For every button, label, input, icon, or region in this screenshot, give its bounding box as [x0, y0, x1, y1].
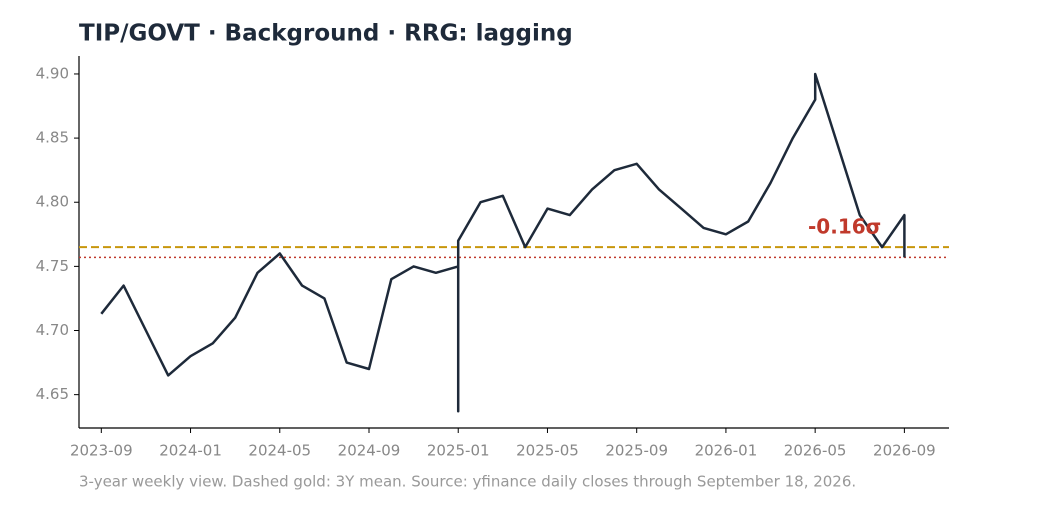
- x-tick-label: 2026-09: [873, 442, 936, 460]
- y-tick-label: 4.90: [36, 64, 69, 82]
- x-tick-label: 2024-05: [248, 442, 311, 460]
- x-tick-label: 2025-05: [516, 442, 579, 460]
- x-tick-label: 2025-09: [605, 442, 668, 460]
- y-tick-label: 4.85: [36, 129, 69, 147]
- y-tick-label: 4.65: [36, 385, 69, 403]
- footnote: 3-year weekly view. Dashed gold: 3Y mean…: [79, 473, 856, 491]
- x-tick-label: 2026-05: [784, 442, 847, 460]
- price-line: [100, 72, 906, 413]
- x-tick-label: 2025-01: [427, 442, 490, 460]
- x-tick-label: 2023-09: [70, 442, 133, 460]
- y-tick-label: 4.80: [36, 193, 69, 211]
- x-tick-label: 2026-01: [695, 442, 758, 460]
- y-tick-label: 4.70: [36, 321, 69, 339]
- x-tick-label: 2024-01: [159, 442, 222, 460]
- x-tick-label: 2024-09: [338, 442, 401, 460]
- chart-title: TIP/GOVT · Background · RRG: lagging: [79, 21, 573, 47]
- y-tick-label: 4.75: [36, 257, 69, 275]
- sigma-annotation: -0.16σ: [808, 215, 881, 239]
